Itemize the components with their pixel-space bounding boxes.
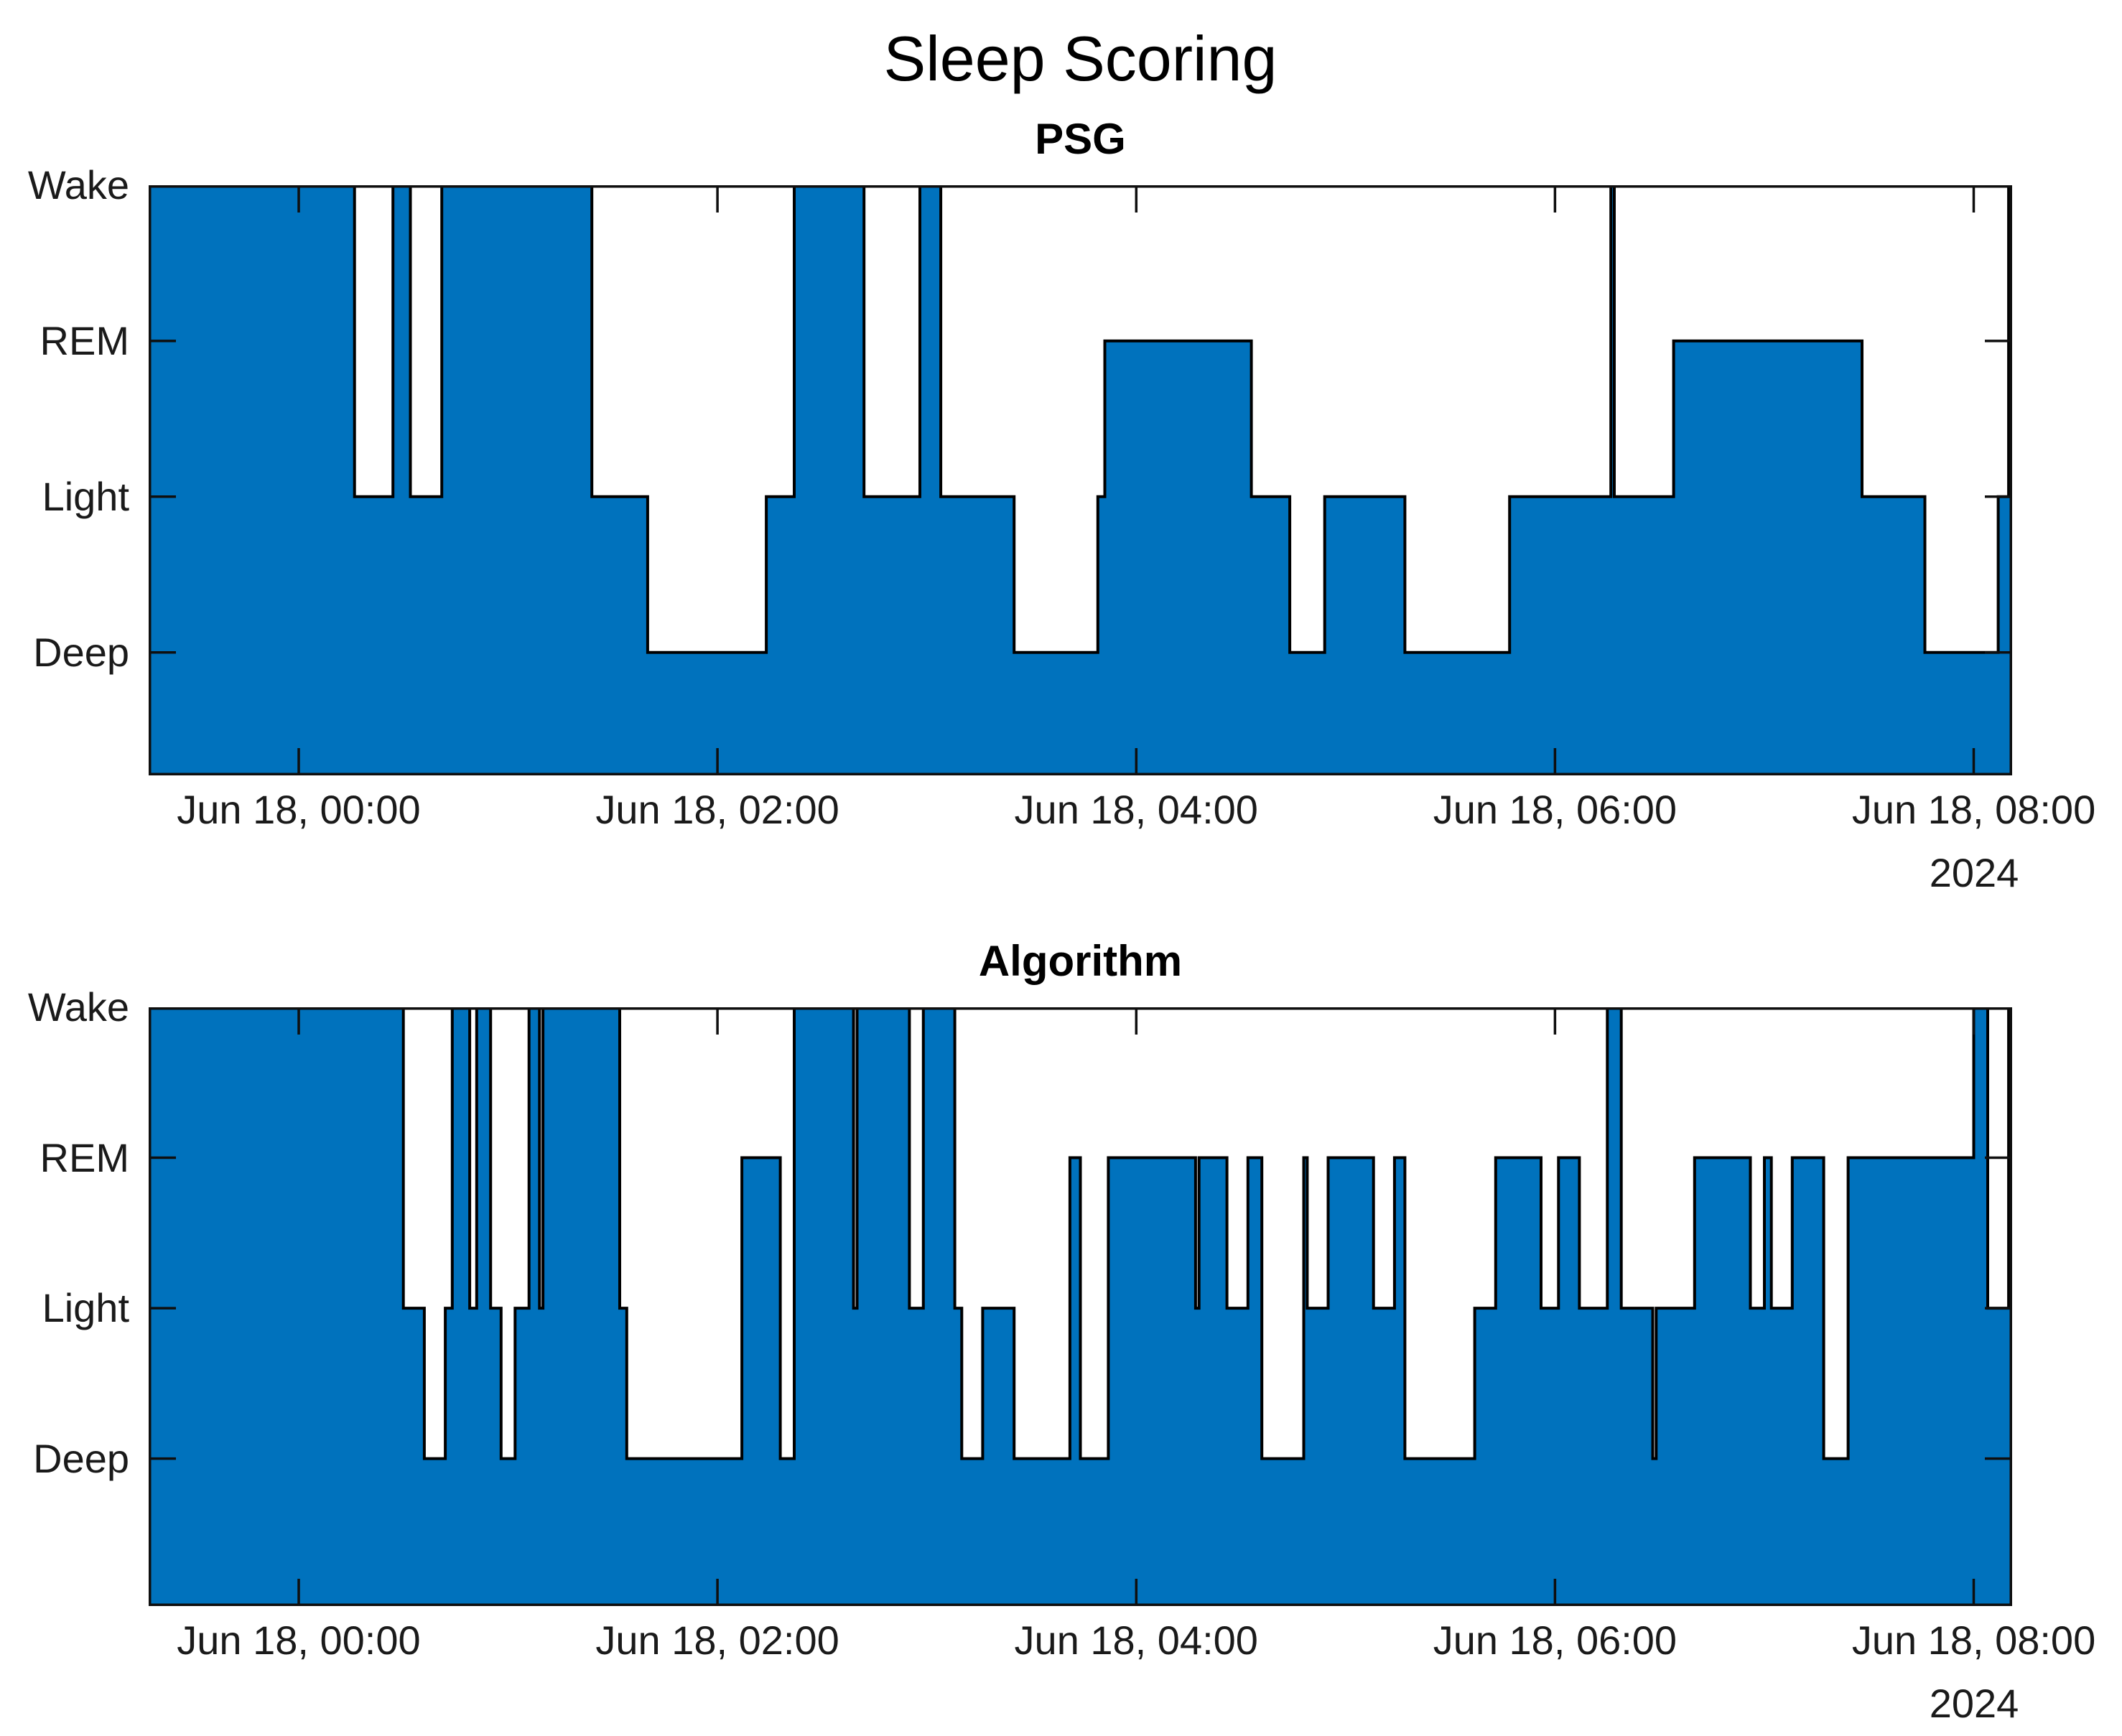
subplot-algorithm-title: Algorithm (978, 937, 1183, 985)
algorithm-ytick-label-wake: Wake (27, 984, 129, 1030)
psg-xtick-label-1: Jun 18, 02:00 (595, 787, 839, 832)
psg-xtick-label-4: Jun 18, 08:00 (1851, 787, 2096, 832)
algorithm-xtick-label-3: Jun 18, 06:00 (1433, 1618, 1677, 1663)
subplot-algorithm-year-label: 2024 (1929, 1681, 2019, 1726)
subplot-psg-title: PSG (1035, 115, 1126, 163)
psg-ytick-label-wake: Wake (27, 162, 129, 207)
psg-xtick-label-3: Jun 18, 06:00 (1433, 787, 1677, 832)
algorithm-xtick-label-0: Jun 18, 00:00 (177, 1618, 421, 1663)
algorithm-xtick-label-2: Jun 18, 04:00 (1014, 1618, 1258, 1663)
algorithm-axis-ticks (150, 1007, 2011, 1605)
psg-ytick-label-rem: REM (39, 317, 129, 363)
algorithm-xtick-label-1: Jun 18, 02:00 (595, 1618, 839, 1663)
algorithm-hypnogram-area (149, 1007, 2012, 1606)
psg-axes-frame (149, 185, 2012, 775)
subplot-psg-plot-area (149, 185, 2012, 775)
psg-xtick-label-0: Jun 18, 00:00 (177, 787, 421, 832)
psg-ytick-label-deep: Deep (33, 629, 129, 675)
psg-xtick-label-2: Jun 18, 04:00 (1014, 787, 1258, 832)
algorithm-chart-svg (149, 1007, 2012, 1606)
subplot-algorithm-plot-area (149, 1007, 2012, 1606)
psg-ytick-label-light: Light (42, 473, 129, 519)
algorithm-axes-frame (149, 1007, 2012, 1606)
algorithm-xtick-label-4: Jun 18, 08:00 (1851, 1618, 2096, 1663)
algorithm-ytick-label-deep: Deep (33, 1435, 129, 1481)
figure-title: Sleep Scoring (883, 23, 1278, 94)
subplot-psg-year-label: 2024 (1929, 850, 2019, 895)
algorithm-ytick-label-light: Light (42, 1285, 129, 1331)
psg-hypnogram-area (149, 185, 2012, 775)
algorithm-ytick-label-rem: REM (39, 1134, 129, 1180)
psg-axis-ticks (150, 185, 2011, 774)
psg-chart-svg (149, 185, 2012, 775)
